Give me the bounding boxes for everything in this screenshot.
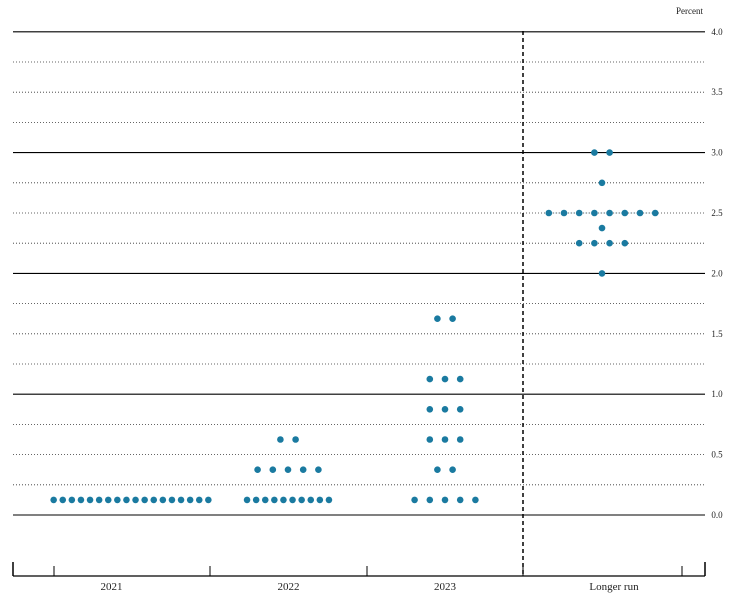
dot-marker	[456, 496, 464, 504]
dot-marker	[441, 436, 449, 443]
dot-marker	[426, 375, 434, 383]
dot-marker	[150, 496, 158, 504]
dot-marker	[456, 375, 464, 383]
dot-marker	[284, 466, 292, 474]
dot-marker	[315, 466, 322, 474]
dot-marker	[86, 496, 94, 504]
dot-marker	[434, 315, 441, 323]
dot-marker	[243, 496, 251, 504]
y-tick-label: 3.5	[711, 87, 723, 97]
dot-marker	[472, 496, 479, 504]
dot-marker	[325, 496, 333, 504]
dot-marker	[114, 496, 121, 504]
dot-marker	[591, 149, 598, 156]
dot-marker	[575, 239, 583, 247]
dot-marker	[261, 496, 269, 504]
dot-marker	[411, 496, 418, 504]
dot-marker	[456, 436, 464, 443]
data-dots	[50, 149, 659, 504]
dot-marker	[132, 496, 139, 504]
dot-marker	[651, 209, 659, 217]
dot-marker	[277, 436, 284, 443]
dot-marker	[606, 239, 613, 247]
dot-marker	[299, 466, 307, 474]
dot-marker	[168, 496, 176, 504]
dot-marker	[205, 496, 212, 504]
dot-marker	[95, 496, 103, 504]
dot-marker	[104, 496, 112, 504]
dot-marker	[598, 270, 606, 277]
x-category-label: 2021	[101, 581, 123, 593]
dot-marker	[598, 224, 606, 232]
y-tick-label: 3.0	[711, 148, 723, 158]
dot-marker	[77, 496, 85, 504]
y-tick-label: 1.0	[711, 389, 723, 399]
dot-marker	[123, 496, 130, 504]
dot-marker	[441, 375, 449, 383]
dot-marker	[289, 496, 296, 504]
dot-marker	[307, 496, 315, 504]
dot-marker	[159, 496, 167, 504]
axes	[12, 31, 706, 577]
dot-marker	[271, 496, 278, 504]
dot-marker	[449, 466, 456, 474]
dot-marker	[434, 466, 441, 474]
dot-marker	[426, 436, 434, 443]
y-tick-label: 4.0	[711, 27, 723, 37]
unit-label: Percent	[676, 6, 703, 16]
dot-marker	[195, 496, 203, 504]
dot-marker	[141, 496, 148, 504]
dot-marker	[426, 496, 434, 504]
dot-marker	[426, 406, 434, 413]
y-tick-label: 2.5	[711, 208, 723, 218]
dot-marker	[441, 406, 449, 413]
y-tick-label: 1.5	[711, 329, 723, 339]
y-tick-label: 0.0	[711, 510, 723, 520]
dot-marker	[280, 496, 287, 504]
dot-marker	[298, 496, 305, 504]
dot-marker	[59, 496, 67, 504]
x-category-label: 2023	[434, 581, 457, 593]
dot-marker	[636, 209, 644, 217]
dot-marker	[316, 496, 324, 504]
dot-marker	[292, 436, 299, 443]
dot-marker	[269, 466, 277, 474]
dot-marker	[50, 496, 57, 504]
dot-marker	[456, 406, 464, 413]
dot-marker	[177, 496, 185, 504]
x-category-label: Longer run	[589, 581, 639, 593]
y-tick-label: 2.0	[711, 268, 723, 278]
dot-marker	[598, 179, 606, 187]
axis-labels: Percent 0.0 0.5 1.0 1.5 2.0 2.5 3.0 3.5 4.0 2021 2…	[101, 6, 724, 593]
y-tick-label: 0.5	[711, 450, 723, 460]
dot-marker	[621, 239, 629, 247]
grid-lines	[13, 31, 705, 516]
x-category-label: 2022	[278, 581, 300, 593]
dot-marker	[591, 239, 598, 247]
dot-marker	[606, 149, 613, 156]
dot-marker	[441, 496, 449, 504]
dot-marker	[254, 466, 261, 474]
dot-marker	[186, 496, 194, 504]
dot-marker	[68, 496, 76, 504]
dot-marker	[252, 496, 260, 504]
dot-marker	[449, 315, 456, 323]
